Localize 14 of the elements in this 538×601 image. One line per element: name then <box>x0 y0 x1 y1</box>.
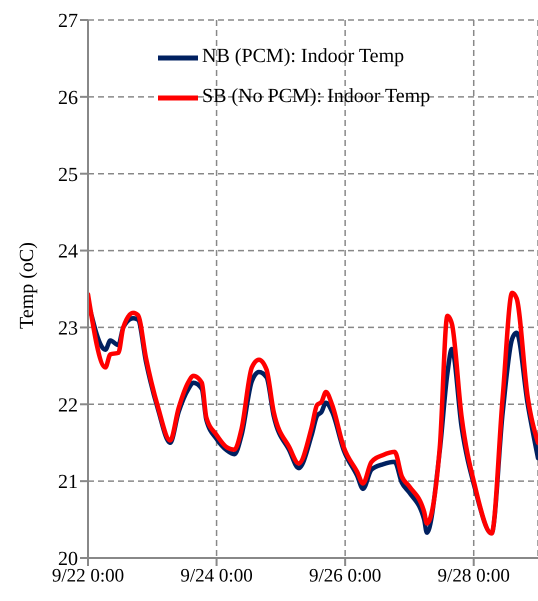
y-axis-title: Temp (oC) <box>16 242 38 329</box>
y-tick-label: 23 <box>58 318 78 340</box>
x-tick-label: 9/28 0:00 <box>438 565 510 586</box>
x-tick-label: 9/22 0:00 <box>52 565 124 586</box>
y-tick-label: 22 <box>58 394 78 416</box>
legend-label: SB (No PCM): Indoor Temp <box>202 84 430 107</box>
legend-label: NB (PCM): Indoor Temp <box>202 44 404 67</box>
y-tick-label: 24 <box>58 240 78 263</box>
x-tick-label: 9/26 0:00 <box>308 565 382 586</box>
x-tick-label: 9/24 0:00 <box>180 565 253 586</box>
y-tick-label: 21 <box>58 471 78 494</box>
y-tick-label: 25 <box>58 164 78 186</box>
y-tick-label: 26 <box>58 86 78 109</box>
y-tick-label: 27 <box>58 10 78 32</box>
